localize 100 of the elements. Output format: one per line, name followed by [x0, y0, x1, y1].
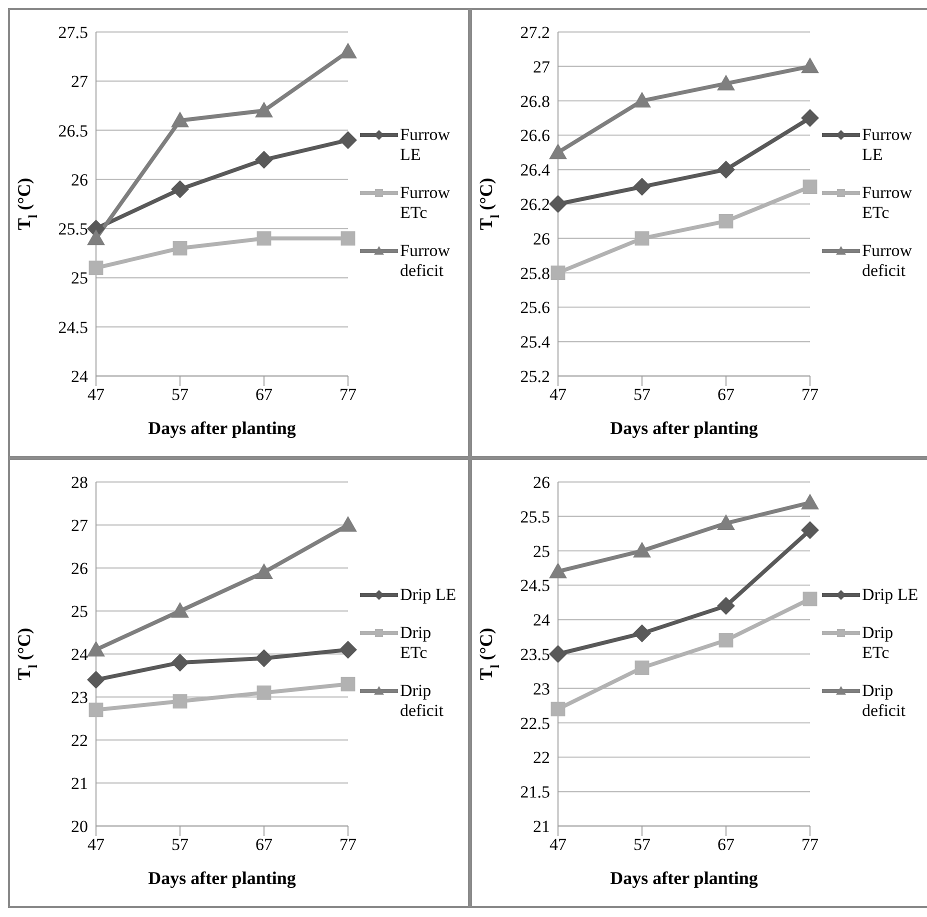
point: [87, 229, 105, 246]
y-tick-label: 26.5: [58, 121, 88, 140]
y-tick-label: 22.5: [520, 714, 550, 733]
y-tick-label: 28: [71, 473, 88, 492]
y-tick-label: 27.5: [58, 23, 88, 42]
point: [255, 150, 273, 169]
point: [718, 214, 734, 228]
x-tick-label: 77: [802, 385, 819, 404]
x-tick-label: 67: [718, 835, 735, 854]
x-tick-label: 47: [88, 385, 105, 404]
point: [340, 676, 356, 692]
y-tick-label: 25.2: [520, 367, 550, 386]
legend-label: Furrow deficit: [862, 241, 914, 281]
point: [718, 633, 734, 648]
point: [550, 702, 566, 716]
x-axis-title: Days after planting: [148, 868, 296, 888]
point: [88, 702, 104, 718]
y-tick-label: 26: [533, 229, 550, 248]
point: [87, 640, 105, 656]
y-tick-label: 25: [71, 268, 88, 288]
x-axis-title: Days after planting: [610, 868, 758, 888]
y-tick-label: 21: [533, 817, 550, 836]
legend-label: Drip LE: [862, 585, 920, 605]
point: [801, 494, 819, 510]
point: [171, 654, 189, 672]
legend-label: Furrow LE: [862, 125, 914, 165]
point: [801, 57, 819, 74]
legend-label: Furrow ETc: [862, 183, 914, 223]
x-tick-label: 57: [172, 835, 189, 854]
y-tick-label: 23.5: [520, 645, 550, 664]
x-tick-label: 57: [634, 385, 651, 404]
y-tick-label: 24: [533, 610, 550, 630]
point: [634, 231, 650, 246]
legend-label: Furrow ETc: [400, 183, 452, 223]
point: [549, 195, 567, 213]
point: [633, 624, 651, 642]
y-tick-label: 24: [71, 367, 88, 386]
point: [339, 640, 357, 659]
point: [549, 143, 567, 160]
y-tick-label: 27: [533, 57, 550, 76]
x-tick-label: 77: [340, 835, 357, 854]
legend-label: Drip deficit: [862, 681, 906, 721]
point: [801, 521, 819, 540]
x-tick-label: 57: [172, 385, 189, 404]
legend-label: Drip LE: [400, 585, 458, 605]
point: [634, 660, 650, 675]
y-tick-label: 26.6: [520, 126, 550, 146]
point: [801, 109, 819, 127]
x-tick-label: 67: [718, 385, 735, 404]
point: [255, 563, 273, 580]
x-tick-label: 47: [88, 835, 105, 854]
point: [172, 694, 188, 708]
point: [339, 131, 357, 150]
y-tick-label: 23: [71, 688, 88, 708]
y-tick-label: 20: [71, 817, 88, 836]
point: [717, 74, 735, 90]
legend-label: Furrow deficit: [400, 241, 452, 281]
y-tick-label: 24.5: [58, 318, 88, 337]
x-tick-label: 77: [802, 835, 819, 854]
y-tick-label: 26.8: [520, 92, 550, 111]
y-tick-label: 27: [71, 72, 88, 92]
y-tick-label: 25.8: [520, 264, 550, 283]
y-tick-label: 25: [71, 602, 88, 622]
x-tick-label: 47: [550, 385, 567, 404]
x-axis-title: Days after planting: [148, 418, 296, 438]
point: [549, 645, 567, 663]
point: [255, 102, 273, 118]
y-tick-label: 27.2: [520, 23, 550, 42]
y-tick-label: 25.5: [58, 220, 88, 239]
legend-label: Drip ETc: [862, 623, 894, 663]
x-tick-label: 47: [550, 835, 567, 854]
y-tick-label: 25.5: [520, 507, 550, 526]
x-tick-label: 77: [340, 385, 357, 404]
point: [340, 231, 356, 246]
y-tick-label: 24: [71, 645, 88, 664]
point: [171, 602, 189, 618]
point: [255, 649, 273, 668]
point: [802, 592, 818, 606]
point: [87, 670, 105, 689]
point: [256, 231, 272, 246]
y-tick-label: 26.2: [520, 195, 550, 214]
y-tick-label: 21.5: [520, 782, 550, 802]
y-tick-label: 26: [71, 559, 88, 578]
y-tick-label: 21: [71, 774, 88, 794]
point: [550, 266, 566, 280]
point: [171, 111, 189, 128]
x-axis-title: Days after planting: [610, 418, 758, 438]
y-tick-label: 26: [533, 473, 550, 492]
point: [256, 686, 272, 700]
y-tick-label: 25.4: [520, 332, 550, 352]
y-tick-label: 27: [71, 516, 88, 536]
legend-label: Drip deficit: [400, 681, 444, 721]
y-tick-label: 23: [533, 679, 550, 698]
legend-label: Furrow LE: [400, 125, 452, 165]
y-tick-label: 25.6: [520, 298, 550, 318]
legend-label: Drip ETc: [400, 623, 432, 663]
x-tick-label: 57: [634, 835, 651, 854]
y-tick-label: 26: [71, 170, 88, 190]
point: [633, 92, 651, 108]
point: [717, 160, 735, 179]
